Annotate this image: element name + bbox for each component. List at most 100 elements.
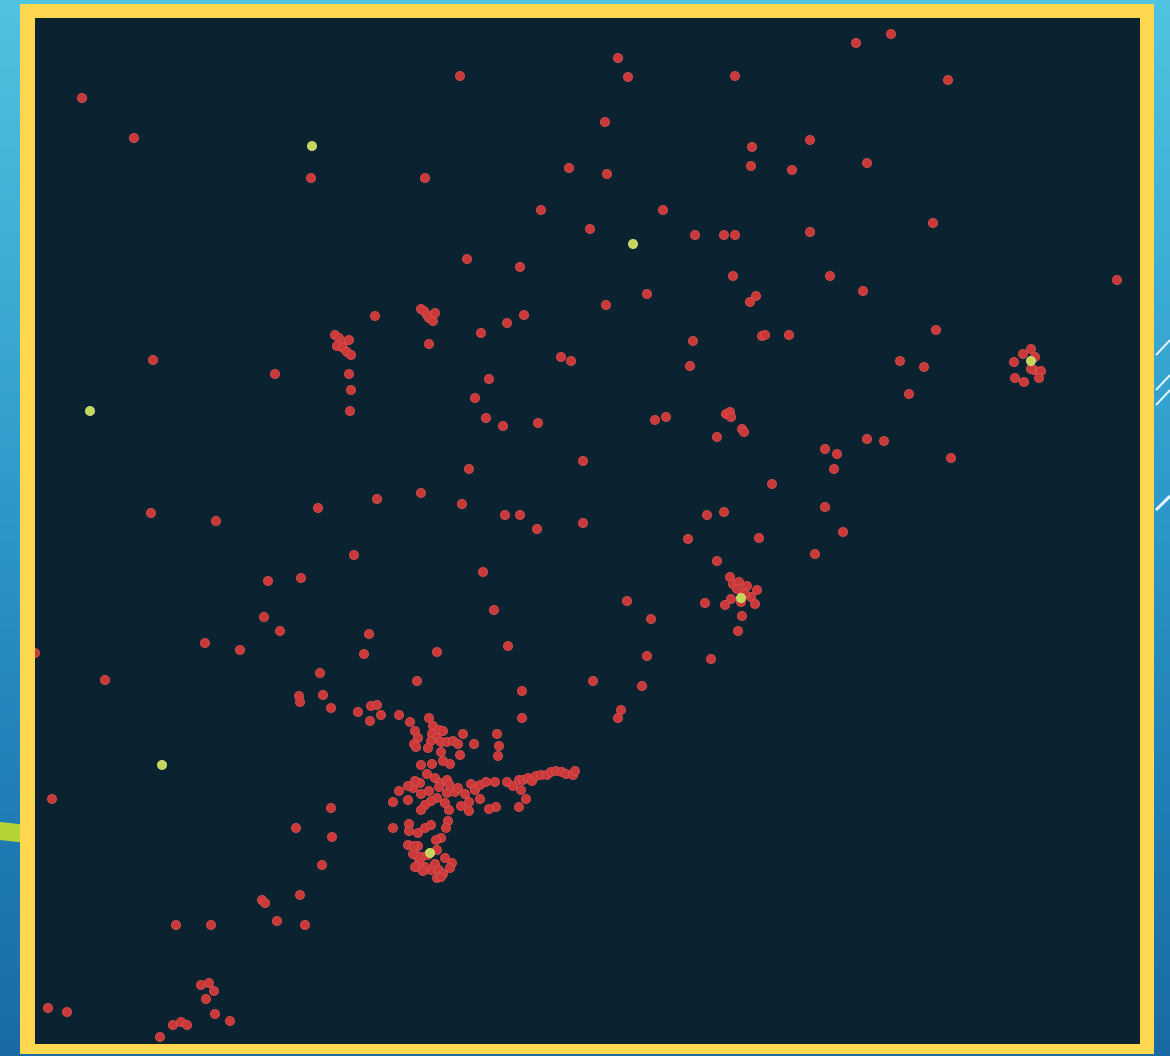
data-point [262,576,273,587]
data-point [463,806,474,817]
data-point [613,713,624,724]
data-point [409,862,420,873]
data-point [928,217,939,228]
data-point [642,288,653,299]
data-point [200,994,211,1005]
data-point [690,229,701,240]
data-point [294,697,305,708]
data-point [477,567,488,578]
data-point [886,28,897,39]
data-point [588,676,599,687]
data-point [493,741,504,752]
data-point [452,783,463,794]
data-point [170,920,181,931]
data-point [746,160,757,171]
data-point [492,751,503,762]
data-point [459,789,470,800]
data-point [35,648,40,658]
data-point [299,920,310,931]
data-point [838,526,849,537]
data-point [475,327,486,338]
data-point [730,229,741,240]
data-point [622,596,633,607]
data-point [832,448,843,459]
data-point [1018,348,1029,359]
data-point [325,803,336,814]
data-point [403,826,414,837]
data-point [369,310,380,321]
decorative-line [1155,374,1170,391]
data-point [271,916,282,927]
data-point [258,612,269,623]
data-point [578,517,589,528]
data-point [348,550,359,561]
data-point [454,750,465,761]
data-point [181,1020,192,1031]
data-point [700,598,711,609]
data-point [455,801,466,812]
data-point [443,779,454,790]
data-point [412,828,423,839]
data-point [408,841,419,852]
data-point [439,798,450,809]
data-point [516,686,527,697]
data-point [463,463,474,474]
data-point [943,75,954,86]
data-point [556,351,567,362]
data-point [602,168,613,179]
data-point [234,645,245,656]
data-point [430,835,441,846]
data-point [601,299,612,310]
data-point [429,307,440,318]
data-point [737,611,748,622]
data-point [480,777,491,788]
data-point [483,804,494,815]
decorative-line [1154,494,1170,512]
highlight-data-point [85,405,96,416]
data-point [402,781,413,792]
data-point [879,435,890,446]
data-point [417,866,428,877]
data-point [345,384,356,395]
data-point [295,573,306,584]
data-point [343,334,354,345]
data-point [474,794,485,805]
data-point [784,329,795,340]
data-point [435,872,446,883]
data-point [513,802,524,813]
data-point [726,411,737,422]
data-point [497,420,508,431]
data-point [452,739,463,750]
data-point [437,756,448,767]
data-point [752,585,763,596]
data-point [404,717,415,728]
data-point [411,676,422,687]
data-point [480,412,491,423]
data-point [317,690,328,701]
data-point [728,270,739,281]
data-point [129,133,140,144]
data-point [358,649,369,660]
data-point [290,823,301,834]
data-point [702,509,713,520]
data-point [720,600,731,611]
data-point [745,296,756,307]
data-point [456,498,467,509]
data-point [613,53,624,64]
data-point [931,324,942,335]
data-point [326,832,337,843]
data-point [371,493,382,504]
series-highlight-points [85,141,1037,859]
data-point [316,860,327,871]
data-point [387,797,398,808]
data-point [904,388,915,399]
data-point [259,898,270,909]
data-point [712,431,723,442]
highlight-data-point [306,141,317,152]
data-point [642,651,653,662]
data-point [919,361,930,372]
data-point [269,368,280,379]
data-point [305,172,316,183]
highlight-data-point [424,848,435,859]
data-point [946,452,957,463]
